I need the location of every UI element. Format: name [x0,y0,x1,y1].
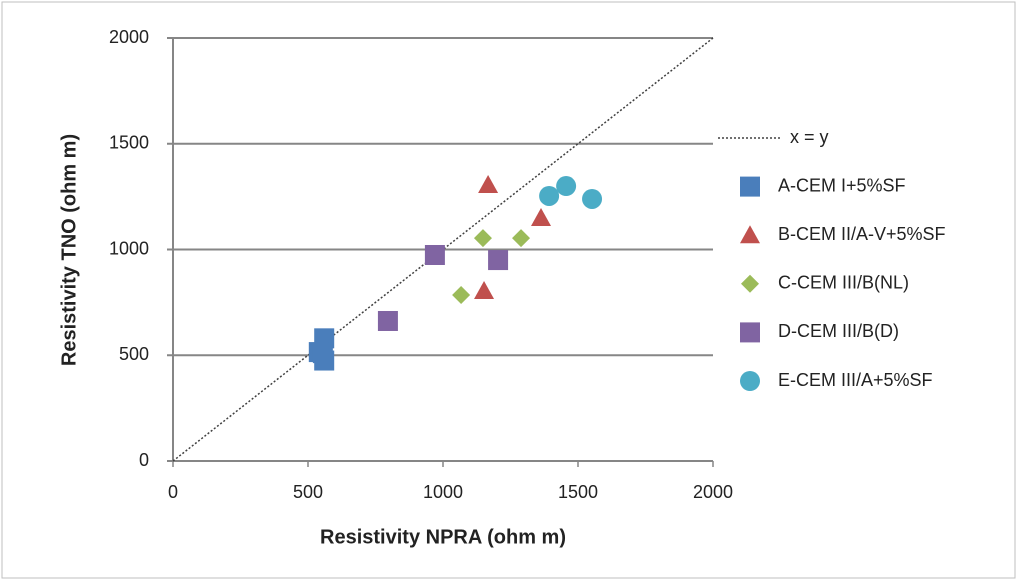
y-tick-label: 1000 [109,238,149,258]
x-axis-title: Resistivity NPRA (ohm m) [320,526,566,548]
data-point [478,174,499,193]
y-tick-label: 2000 [109,27,149,47]
y-tick-label: 1500 [109,133,149,153]
data-point [556,176,577,197]
data-point [474,280,495,299]
data-point [473,229,492,248]
x-tick-label: 500 [293,482,323,502]
data-point [312,343,333,364]
y-tick-label: 500 [119,344,149,364]
legend-swatch [740,371,760,391]
legend-label: B-CEM II/A-V+5%SF [778,224,946,244]
data-point [582,188,603,209]
legend-label: E-CEM III/A+5%SF [778,370,933,390]
legend-label: C-CEM III/B(NL) [778,273,909,293]
legend-swatch [740,176,760,197]
data-point [377,310,398,331]
y-tick-label: 0 [139,450,149,470]
data-point [424,244,445,265]
data-point [539,185,560,206]
legend-label: x = y [790,127,829,147]
x-tick-label: 1000 [423,482,463,502]
x-tick-label: 0 [168,482,178,502]
data-point [512,229,531,248]
x-tick-label: 1500 [558,482,598,502]
data-point [452,285,471,304]
legend-label: A-CEM I+5%SF [778,175,906,195]
legend-swatch [740,225,760,244]
legend-swatch [741,274,759,293]
legend-label: D-CEM III/B(D) [778,321,899,341]
data-point [531,207,552,226]
data-point [488,250,509,271]
y-axis-title: Resistivity TNO (ohm m) [58,134,80,366]
x-tick-label: 2000 [693,482,733,502]
legend-swatch [740,322,760,343]
